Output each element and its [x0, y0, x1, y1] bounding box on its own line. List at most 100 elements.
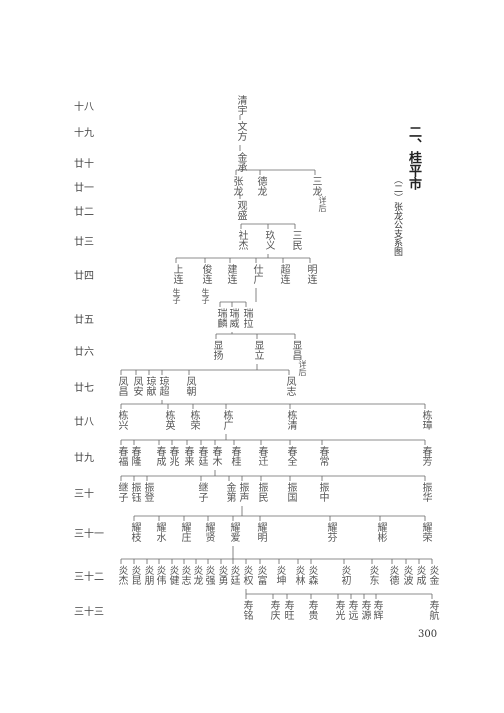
- member-name: 清宇: [235, 95, 246, 115]
- member-name: 炎强: [203, 565, 214, 585]
- member-name: 栋荣: [188, 410, 199, 430]
- member-name: 炎廷: [228, 565, 239, 585]
- generation-label: 廿二: [74, 207, 94, 218]
- member-name: 显扬: [211, 340, 222, 360]
- member-name: 金承: [235, 152, 246, 172]
- generation-label: 廿四: [74, 271, 94, 282]
- member-name: 寿远: [346, 600, 357, 620]
- member-name: 寿源: [359, 600, 370, 620]
- member-name: 炎初: [339, 565, 350, 585]
- member-name: 炎昆: [129, 565, 140, 585]
- member-name: 春成: [154, 446, 165, 466]
- member-name: 凤昌: [116, 376, 127, 396]
- member-name: 栋璋: [420, 410, 431, 430]
- subtitle: （二）张龙公支系图: [392, 175, 402, 256]
- member-name: 春全: [285, 446, 296, 466]
- member-name: 耀爱: [228, 522, 239, 542]
- member-name: 炎权: [241, 565, 252, 585]
- member-name: 炎金: [427, 565, 438, 585]
- generation-label: 三十一: [74, 529, 104, 540]
- member-name: 上连: [171, 264, 182, 284]
- generation-label: 三十: [74, 489, 94, 500]
- member-name: 三龙: [310, 176, 321, 196]
- member-name: 栋清: [285, 410, 296, 430]
- member-name: 耀明: [255, 522, 266, 542]
- generation-label: 廿六: [74, 347, 94, 358]
- member-name: 炎森: [306, 565, 317, 585]
- member-name: 耀庄: [179, 522, 190, 542]
- member-name: 耀贤: [203, 522, 214, 542]
- generation-label: 廿十: [74, 159, 94, 170]
- member-name: 春福: [116, 446, 127, 466]
- generation-label: 廿一: [74, 183, 94, 194]
- member-name: 炎勇: [216, 565, 227, 585]
- member-name: 春廷: [196, 446, 207, 466]
- member-name: 显立: [252, 340, 263, 360]
- member-name: 耀枝: [129, 522, 140, 542]
- member-name: 寿庆: [268, 600, 279, 620]
- member-name: 炎坤: [274, 565, 285, 585]
- member-name: 耀彬: [375, 522, 386, 542]
- member-name: 春迁: [256, 446, 267, 466]
- member-name: 凤朝: [184, 376, 195, 396]
- member-name: 社杰: [236, 230, 247, 250]
- member-name: 炎东: [367, 565, 378, 585]
- member-name: 张龙: [231, 176, 242, 196]
- member-name: 炎成: [414, 565, 425, 585]
- member-name: 建连: [225, 264, 236, 284]
- generation-label: 廿七: [74, 383, 94, 394]
- member-name: 寿贵: [306, 600, 317, 620]
- member-name: 炎波: [401, 565, 412, 585]
- member-name: 寿辉: [371, 600, 382, 620]
- member-name: 观盛: [235, 200, 246, 220]
- member-name: 振声: [237, 482, 248, 502]
- member-name: 凤志: [284, 376, 295, 396]
- member-name: 瑞拉: [241, 308, 252, 328]
- note: 详后: [318, 196, 327, 212]
- note: 生子: [201, 288, 210, 304]
- member-name: 耀水: [154, 522, 165, 542]
- member-name: 炎德: [387, 565, 398, 585]
- member-name: 寿旺: [282, 600, 293, 620]
- member-name: 炎林: [293, 565, 304, 585]
- member-name: 继子: [196, 482, 207, 502]
- member-name: 春芳: [420, 446, 431, 466]
- member-name: 振华: [420, 482, 431, 502]
- generation-label: 三十三: [74, 607, 104, 618]
- member-name: 栋英: [163, 410, 174, 430]
- generation-label: 廿八: [74, 417, 94, 428]
- member-name: 显昌: [290, 340, 301, 360]
- member-name: 瑞麟: [215, 308, 226, 328]
- member-name: 寿光: [333, 600, 344, 620]
- page-number: 300: [418, 629, 438, 640]
- member-name: 玖义: [263, 230, 274, 250]
- member-name: 春兆: [167, 446, 178, 466]
- member-name: 炎志: [179, 565, 190, 585]
- member-name: 栋兴: [116, 410, 127, 430]
- member-name: 俊连: [200, 264, 211, 284]
- member-name: 超连: [278, 264, 289, 284]
- generation-label: 三十二: [74, 572, 104, 583]
- member-name: 炎龙: [191, 565, 202, 585]
- member-name: 德龙: [255, 176, 266, 196]
- generation-label: 廿三: [74, 237, 94, 248]
- generation-label: 十八: [74, 102, 94, 113]
- member-name: 炎富: [255, 565, 266, 585]
- member-name: 文方: [235, 121, 246, 141]
- member-name: 振钰: [129, 482, 140, 502]
- member-name: 耀芬: [325, 522, 336, 542]
- note: 生子: [172, 288, 181, 304]
- member-name: 凤安: [131, 376, 142, 396]
- member-name: 寿铭: [241, 600, 252, 620]
- member-name: 仕广: [251, 264, 262, 284]
- member-name: 耀荣: [420, 522, 431, 542]
- member-name: 春隆: [129, 446, 140, 466]
- member-name: 振中: [317, 482, 328, 502]
- member-name: 三民: [290, 230, 301, 250]
- member-name: 栋广: [221, 410, 232, 430]
- member-name: 振民: [256, 482, 267, 502]
- member-name: 炎健: [167, 565, 178, 585]
- member-name: 琼献: [144, 376, 155, 396]
